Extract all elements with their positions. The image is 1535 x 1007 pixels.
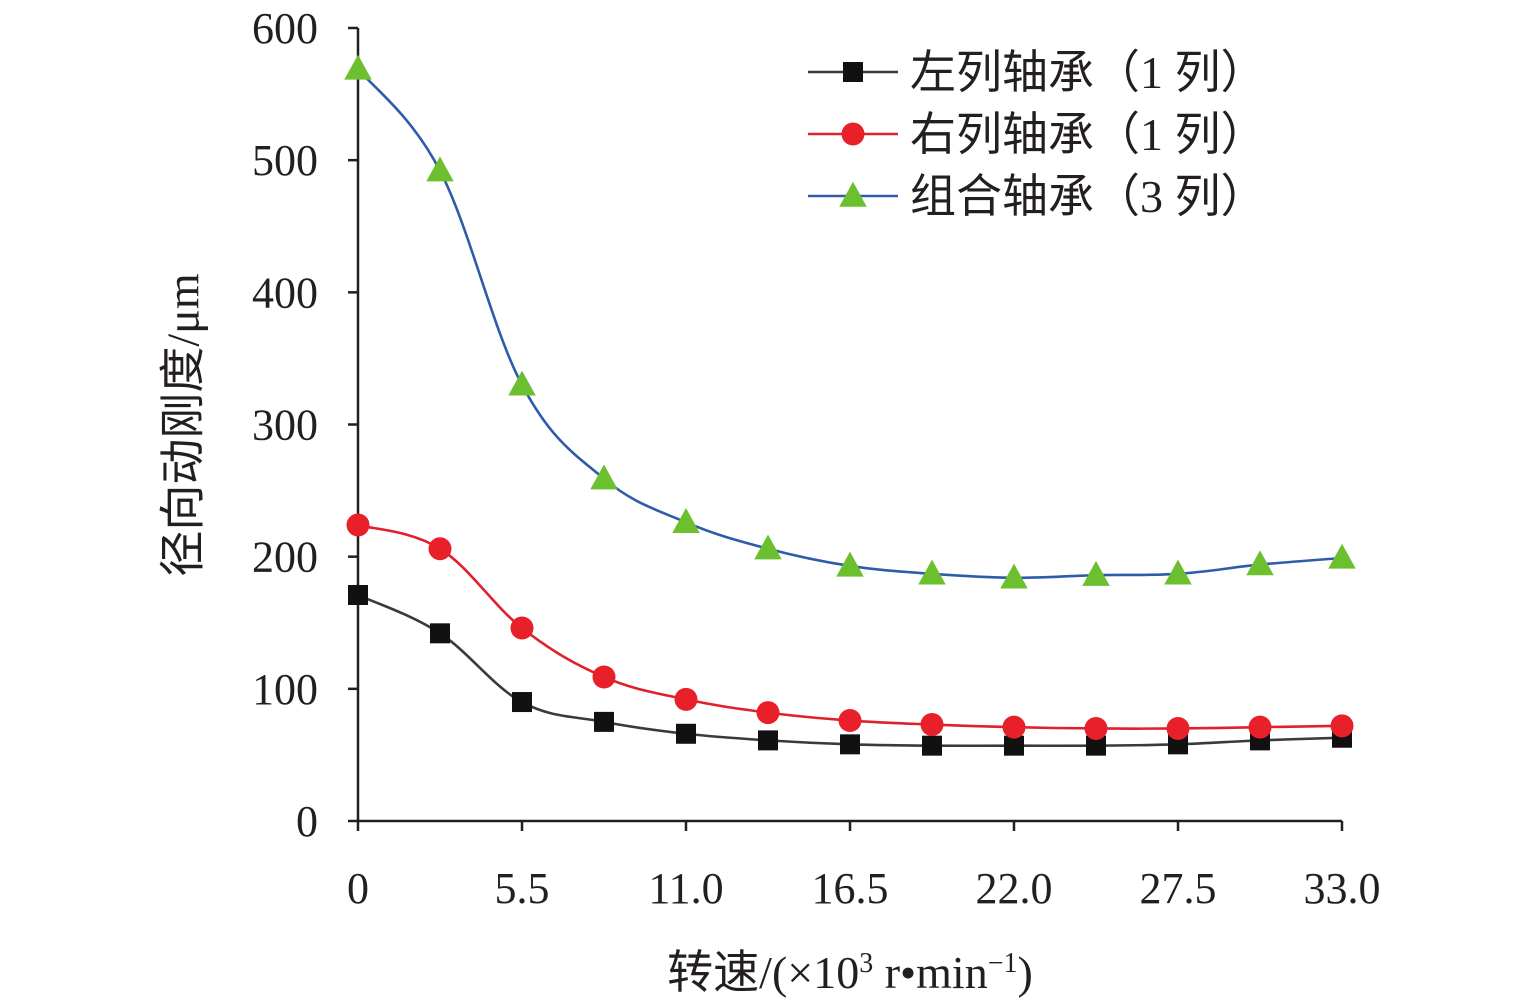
point-2-12: [1328, 543, 1356, 569]
point-2-0: [344, 54, 372, 80]
y-tick-label-5: 500: [252, 136, 318, 185]
point-2-8: [1000, 563, 1028, 589]
point-2-1: [426, 156, 454, 182]
y-ticks: [348, 26, 358, 823]
x-tick-label-3: 16.5: [812, 864, 889, 913]
x-tick-labels: 0 5.5 11.0 16.5 22.0 27.5 33.0: [347, 864, 1381, 913]
x-tick-label-5: 27.5: [1140, 864, 1217, 913]
x-tick-label-6: 33.0: [1304, 864, 1381, 913]
legend-item-1: 右列轴承（1 列）: [808, 109, 1267, 160]
y-tick-label-2: 200: [252, 533, 318, 582]
point-1-11: [1248, 715, 1272, 739]
point-1-9: [1084, 716, 1108, 740]
series-layer: [344, 54, 1356, 756]
point-0-1: [430, 623, 450, 644]
point-1-3: [592, 665, 616, 689]
point-1-10: [1166, 716, 1190, 740]
point-0-6: [840, 734, 860, 755]
point-0-7: [922, 735, 942, 756]
point-1-4: [674, 687, 698, 711]
point-0-2: [512, 692, 532, 713]
x-axis-label-sup1: 3: [859, 948, 873, 979]
point-1-6: [838, 709, 862, 733]
point-1-12: [1330, 714, 1354, 738]
series-2: [344, 54, 1356, 589]
x-tick-label-0: 0: [347, 864, 369, 913]
point-1-8: [1002, 715, 1026, 739]
x-axis: 0 5.5 11.0 16.5 22.0 27.5 33.0: [347, 819, 1381, 913]
point-1-0: [346, 513, 370, 537]
legend-label-0: 左列轴承（1 列）: [910, 47, 1267, 98]
point-0-8: [1004, 735, 1024, 756]
point-2-6: [836, 551, 864, 577]
point-0-10: [1168, 734, 1188, 755]
y-axis: 0 100 200 300 400 500 600: [252, 4, 360, 846]
legend-item-2: 组合轴承（3 列）: [808, 171, 1267, 222]
y-tick-label-3: 300: [252, 401, 318, 450]
y-tick-label-0: 0: [296, 797, 318, 846]
y-tick-label-4: 400: [252, 268, 318, 317]
point-2-7: [918, 559, 946, 585]
point-2-9: [1082, 560, 1110, 586]
point-1-2: [510, 616, 534, 640]
x-tick-label-1: 5.5: [495, 864, 550, 913]
point-2-2: [508, 370, 536, 396]
y-tick-label-6: 600: [252, 4, 318, 53]
point-0-4: [676, 723, 696, 744]
point-2-11: [1246, 550, 1274, 576]
point-1-5: [756, 701, 780, 725]
x-axis-label-mid: r•min: [873, 947, 987, 998]
legend-label-2: 组合轴承（3 列）: [910, 171, 1267, 222]
point-1-1: [428, 537, 452, 561]
point-1-7: [920, 713, 944, 737]
y-tick-label-1: 100: [252, 665, 318, 714]
point-0-5: [758, 730, 778, 751]
point-2-5: [754, 534, 782, 560]
x-axis-label-sup2: −1: [988, 948, 1018, 979]
legend-marker-0: [843, 62, 863, 82]
x-axis-label: 转速/(×103 r•min−1): [667, 947, 1033, 998]
series-1: [346, 513, 1354, 740]
x-ticks: [356, 821, 1344, 831]
legend-marker-1: [841, 122, 865, 146]
point-2-3: [590, 464, 618, 490]
legend-label-1: 右列轴承（1 列）: [910, 109, 1267, 160]
legend: 左列轴承（1 列） 右列轴承（1 列） 组合轴承（3 列）: [808, 47, 1267, 222]
point-2-10: [1164, 559, 1192, 585]
x-axis-label-main: 转速/(×10: [667, 947, 859, 998]
legend-marker-2: [839, 181, 867, 207]
point-0-0: [348, 584, 368, 605]
legend-item-0: 左列轴承（1 列）: [808, 47, 1267, 98]
y-tick-labels: 0 100 200 300 400 500 600: [252, 4, 318, 846]
point-2-4: [672, 508, 700, 533]
x-axis-label-end: ): [1018, 947, 1033, 998]
x-tick-label-2: 11.0: [648, 864, 723, 913]
y-axis-label: 径向动刚度/μm: [158, 273, 209, 576]
x-tick-label-4: 22.0: [976, 864, 1053, 913]
point-0-3: [594, 711, 614, 732]
point-0-9: [1086, 735, 1106, 756]
